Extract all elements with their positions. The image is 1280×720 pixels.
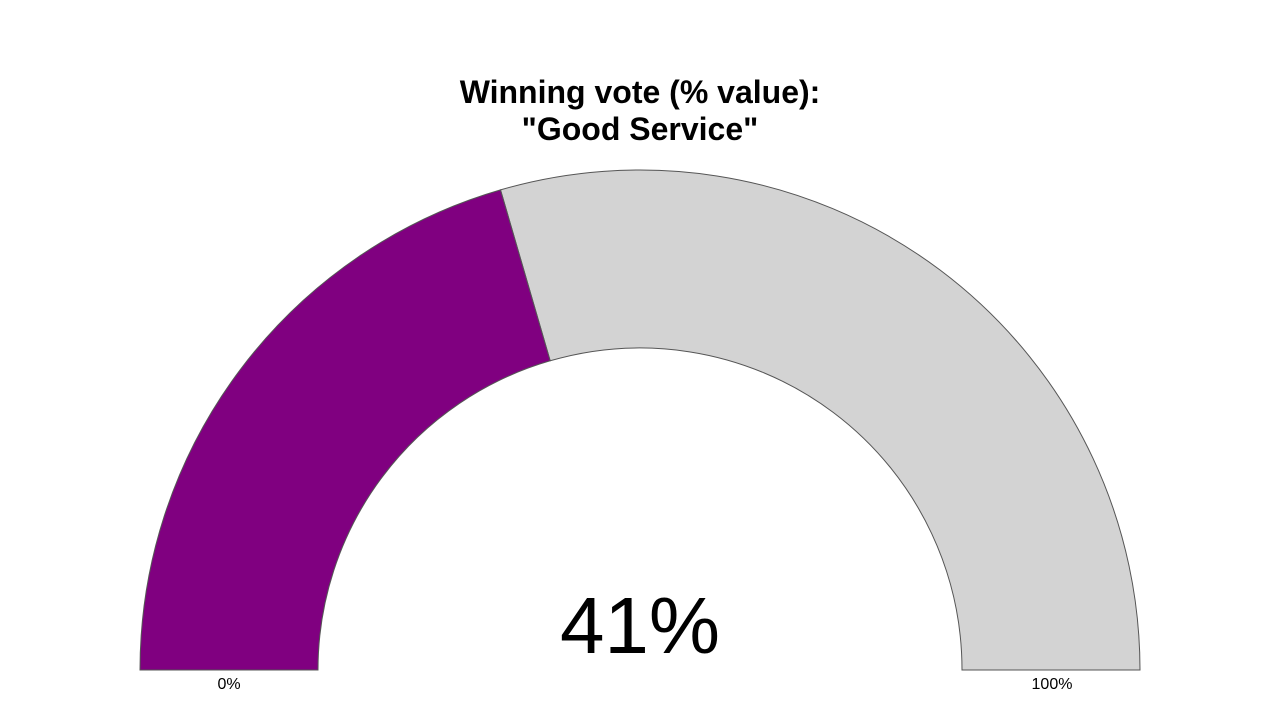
gauge-value-arc: [139, 189, 551, 671]
gauge-max-label: 100%: [1032, 676, 1073, 693]
chart-title-line-1: Winning vote (% value):: [460, 74, 821, 110]
chart-title-line-2: "Good Service": [522, 111, 759, 147]
gauge-remainder-arc: [499, 169, 1141, 671]
gauge-value-label: 41%: [560, 581, 720, 670]
gauge-min-label: 0%: [217, 676, 240, 693]
